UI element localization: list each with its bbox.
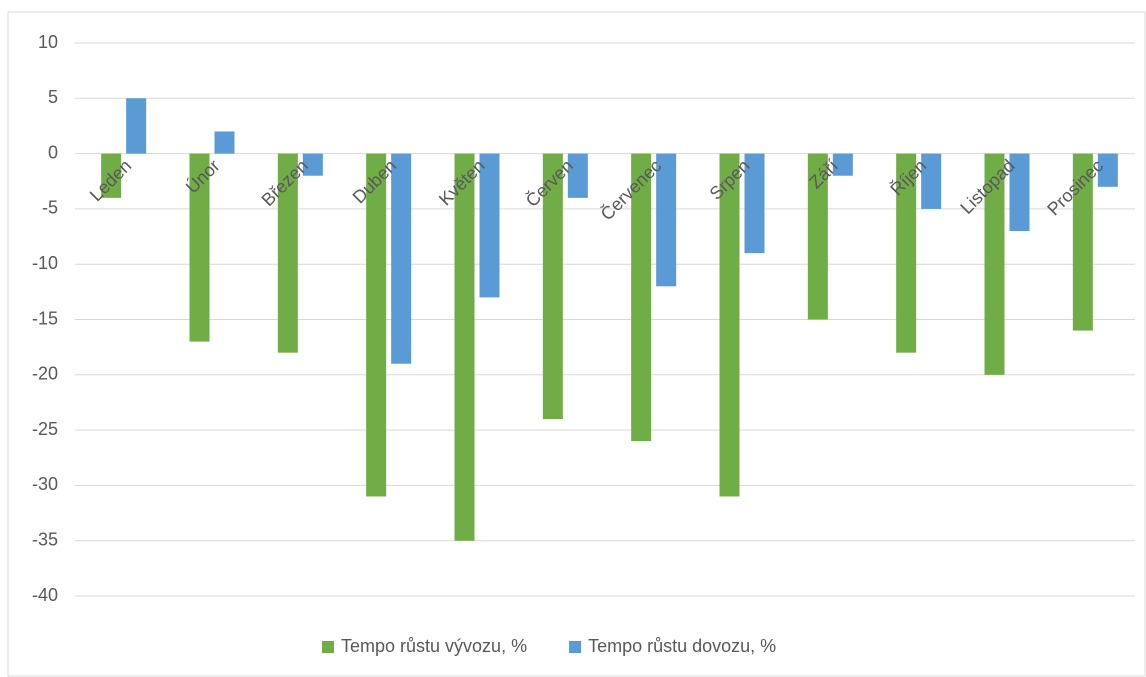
bar — [1097, 153, 1118, 187]
chart-frame — [7, 11, 1146, 677]
y-tick-label: 10 — [38, 32, 58, 52]
bar — [302, 153, 323, 176]
bar — [984, 153, 1005, 375]
bar — [214, 131, 235, 154]
y-tick-label: 5 — [48, 87, 58, 107]
bar — [567, 153, 588, 198]
y-tick-label: -25 — [32, 419, 58, 439]
bar — [277, 153, 298, 353]
bar — [1009, 153, 1030, 232]
bar — [832, 153, 853, 176]
bar — [542, 153, 563, 420]
bar — [126, 98, 147, 154]
bar — [454, 153, 475, 541]
bar — [896, 153, 917, 353]
bar — [719, 153, 740, 497]
y-tick-label: -35 — [32, 529, 58, 549]
y-tick-label: 0 — [48, 142, 58, 162]
bar — [189, 153, 210, 342]
legend-label: Tempo růstu vývozu, % — [341, 636, 527, 656]
y-tick-label: -30 — [32, 474, 58, 494]
bar — [391, 153, 412, 364]
bar — [656, 153, 677, 287]
bar — [631, 153, 652, 442]
legend-label: Tempo růstu dovozu, % — [588, 636, 776, 656]
bar — [366, 153, 387, 497]
legend-swatch — [569, 641, 582, 653]
y-tick-label: -15 — [32, 308, 58, 328]
bar — [921, 153, 942, 209]
bar — [479, 153, 500, 298]
y-tick-label: -20 — [32, 364, 58, 384]
bar — [1072, 153, 1093, 331]
bar — [101, 153, 122, 198]
legend-swatch — [322, 641, 334, 653]
bar — [744, 153, 765, 254]
y-tick-label: -10 — [32, 253, 58, 273]
y-tick-label: -5 — [42, 198, 58, 218]
bar — [807, 153, 828, 320]
y-tick-label: -40 — [32, 585, 58, 605]
